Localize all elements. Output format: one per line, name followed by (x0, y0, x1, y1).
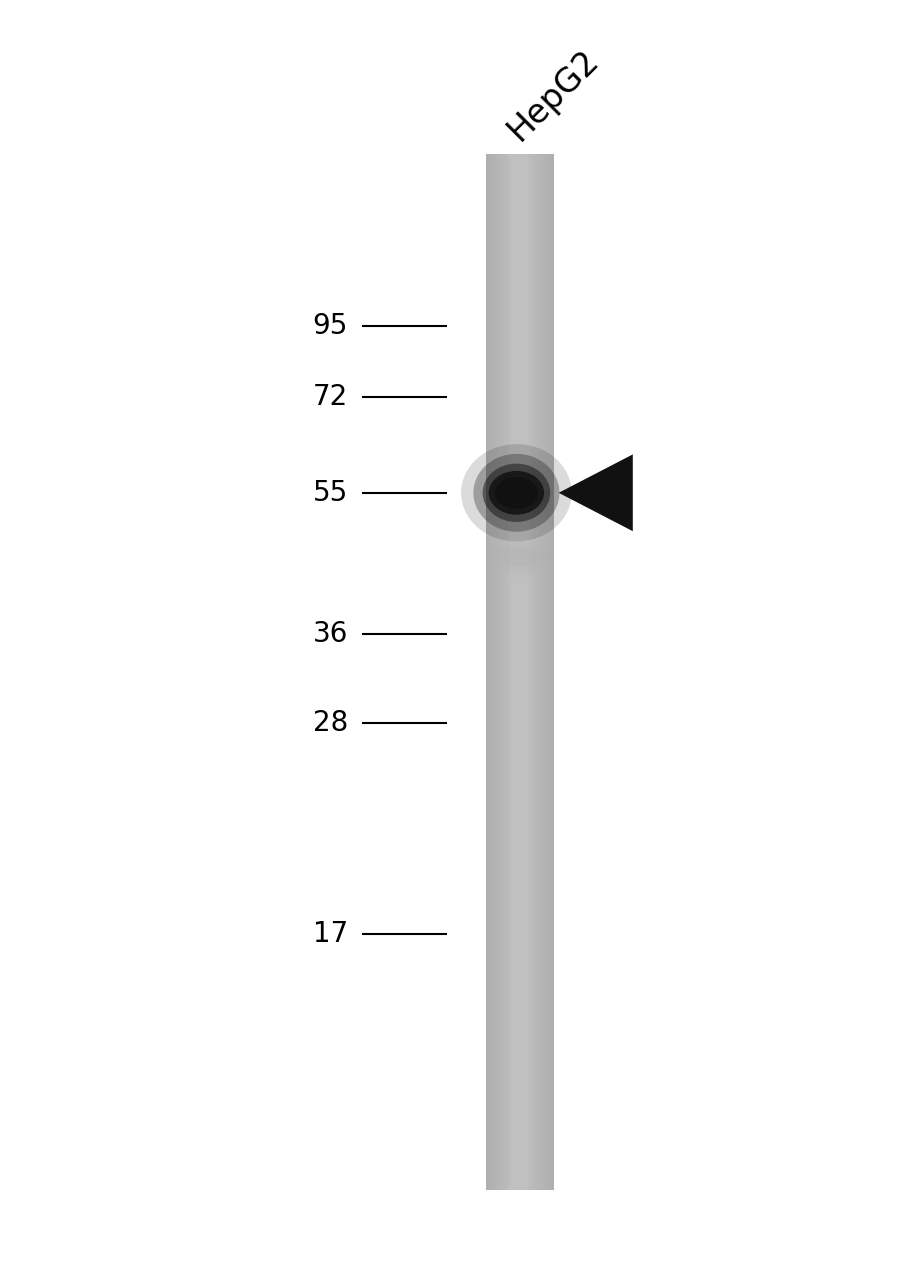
Bar (533, 154, 553, 1190)
Bar (527, 154, 553, 1190)
Text: 36: 36 (312, 620, 348, 648)
Ellipse shape (461, 444, 571, 541)
Text: 28: 28 (312, 709, 348, 737)
Bar (486, 154, 507, 1190)
Bar (486, 154, 506, 1190)
Bar (486, 154, 493, 1190)
Text: 17: 17 (312, 920, 348, 948)
Bar (486, 154, 502, 1190)
Bar (486, 154, 489, 1190)
Bar (486, 154, 495, 1190)
Bar (540, 154, 553, 1190)
Bar (535, 154, 553, 1190)
Polygon shape (558, 454, 632, 531)
Bar (486, 154, 500, 1190)
Bar (486, 154, 498, 1190)
Bar (545, 154, 553, 1190)
Bar (551, 154, 553, 1190)
Ellipse shape (489, 471, 544, 515)
Text: 72: 72 (312, 383, 348, 411)
Bar (486, 154, 553, 1190)
Bar (536, 154, 553, 1190)
Ellipse shape (473, 454, 559, 531)
Ellipse shape (487, 536, 552, 577)
Bar (549, 154, 553, 1190)
Text: 95: 95 (312, 312, 348, 340)
Bar (544, 154, 553, 1190)
Bar (486, 154, 491, 1190)
Ellipse shape (495, 541, 544, 572)
Bar (486, 154, 497, 1190)
Bar (531, 154, 553, 1190)
Bar (486, 154, 511, 1190)
Bar (529, 154, 553, 1190)
Bar (486, 154, 488, 1190)
Ellipse shape (503, 548, 535, 566)
Text: HepG2: HepG2 (500, 44, 604, 147)
Text: 55: 55 (312, 479, 348, 507)
Bar (538, 154, 553, 1190)
Ellipse shape (494, 477, 537, 508)
Ellipse shape (482, 463, 550, 522)
Bar (486, 154, 504, 1190)
Bar (542, 154, 553, 1190)
Bar (486, 154, 509, 1190)
Bar (547, 154, 553, 1190)
